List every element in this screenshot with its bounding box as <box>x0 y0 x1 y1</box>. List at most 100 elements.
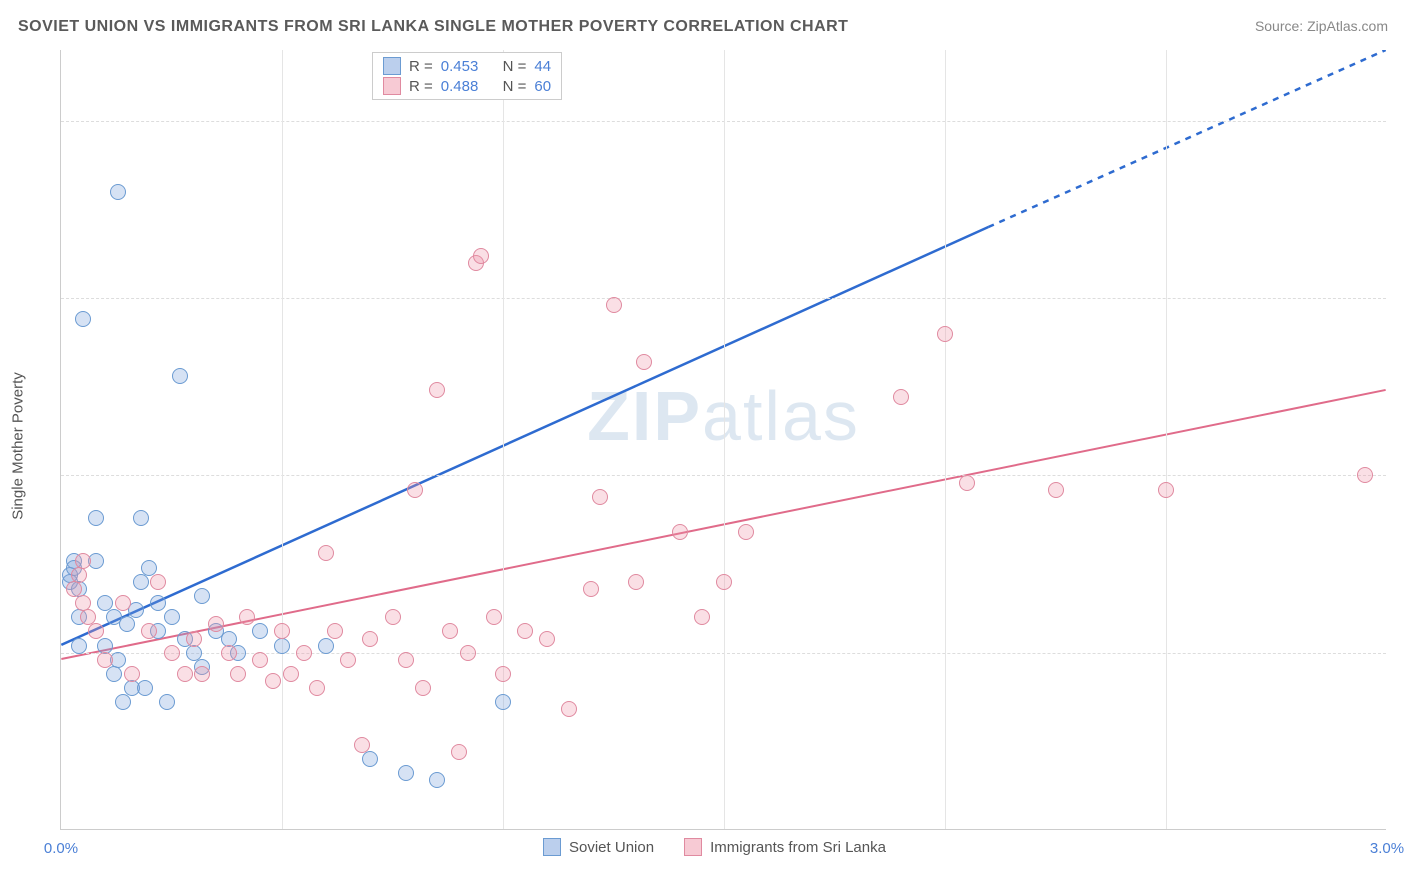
correlation-legend: R = 0.453 N = 44 R = 0.488 N = 60 <box>372 52 562 100</box>
data-point <box>150 595 166 611</box>
data-point <box>75 553 91 569</box>
data-point <box>252 652 268 668</box>
data-point <box>1158 482 1174 498</box>
grid-line-v <box>503 50 504 829</box>
watermark-light: atlas <box>702 377 860 455</box>
data-point <box>959 475 975 491</box>
data-point <box>362 751 378 767</box>
r-value: 0.453 <box>441 58 479 75</box>
n-value: 60 <box>534 78 551 95</box>
data-point <box>429 772 445 788</box>
x-tick-label: 3.0% <box>1370 840 1404 857</box>
data-point <box>194 666 210 682</box>
legend-label: Soviet Union <box>569 839 654 856</box>
grid-line-v <box>724 50 725 829</box>
legend-swatch <box>383 77 401 95</box>
x-tick-label: 0.0% <box>44 840 78 857</box>
data-point <box>265 673 281 689</box>
data-point <box>110 184 126 200</box>
data-point <box>398 765 414 781</box>
data-point <box>937 326 953 342</box>
data-point <box>177 666 193 682</box>
legend-swatch <box>543 838 561 856</box>
data-point <box>221 645 237 661</box>
data-point <box>296 645 312 661</box>
data-point <box>115 694 131 710</box>
data-point <box>150 574 166 590</box>
data-point <box>354 737 370 753</box>
data-point <box>486 609 502 625</box>
data-point <box>318 638 334 654</box>
data-point <box>442 623 458 639</box>
data-point <box>88 510 104 526</box>
legend-item: Immigrants from Sri Lanka <box>684 838 886 856</box>
n-label: N = <box>503 78 527 95</box>
n-label: N = <box>503 58 527 75</box>
data-point <box>738 524 754 540</box>
data-point <box>194 588 210 604</box>
plot-area: ZIPatlas 25.0%50.0%75.0%100.0%0.0%3.0% <box>60 50 1386 830</box>
data-point <box>133 574 149 590</box>
data-point <box>340 652 356 668</box>
watermark-bold: ZIP <box>587 377 702 455</box>
data-point <box>274 638 290 654</box>
data-point <box>385 609 401 625</box>
data-point <box>606 297 622 313</box>
data-point <box>239 609 255 625</box>
grid-line-v <box>945 50 946 829</box>
r-label: R = <box>409 78 433 95</box>
data-point <box>460 645 476 661</box>
data-point <box>694 609 710 625</box>
data-point <box>583 581 599 597</box>
data-point <box>71 638 87 654</box>
data-point <box>230 666 246 682</box>
data-point <box>517 623 533 639</box>
data-point <box>495 694 511 710</box>
data-point <box>636 354 652 370</box>
data-point <box>164 645 180 661</box>
legend-swatch <box>383 57 401 75</box>
data-point <box>309 680 325 696</box>
data-point <box>172 368 188 384</box>
y-tick-label: 50.0% <box>1396 467 1406 484</box>
grid-line-v <box>282 50 283 829</box>
data-point <box>1357 467 1373 483</box>
data-point <box>119 616 135 632</box>
chart-title: SOVIET UNION VS IMMIGRANTS FROM SRI LANK… <box>18 18 848 36</box>
data-point <box>362 631 378 647</box>
data-point <box>164 609 180 625</box>
y-tick-label: 25.0% <box>1396 644 1406 661</box>
data-point <box>133 510 149 526</box>
data-point <box>208 616 224 632</box>
data-point <box>75 311 91 327</box>
data-point <box>495 666 511 682</box>
y-tick-label: 100.0% <box>1396 112 1406 129</box>
data-point <box>115 595 131 611</box>
grid-line-v <box>1166 50 1167 829</box>
data-point <box>672 524 688 540</box>
data-point <box>415 680 431 696</box>
r-label: R = <box>409 58 433 75</box>
data-point <box>592 489 608 505</box>
data-point <box>141 623 157 639</box>
data-point <box>159 694 175 710</box>
data-point <box>473 248 489 264</box>
data-point <box>283 666 299 682</box>
data-point <box>137 680 153 696</box>
data-point <box>716 574 732 590</box>
data-point <box>561 701 577 717</box>
legend-label: Immigrants from Sri Lanka <box>710 839 886 856</box>
data-point <box>252 623 268 639</box>
n-value: 44 <box>534 58 551 75</box>
r-value: 0.488 <box>441 78 479 95</box>
data-point <box>327 623 343 639</box>
data-point <box>893 389 909 405</box>
series-legend: Soviet Union Immigrants from Sri Lanka <box>543 838 886 856</box>
data-point <box>1048 482 1064 498</box>
data-point <box>88 623 104 639</box>
data-point <box>71 567 87 583</box>
chart-header: SOVIET UNION VS IMMIGRANTS FROM SRI LANK… <box>18 18 1388 36</box>
data-point <box>628 574 644 590</box>
data-point <box>97 652 113 668</box>
legend-row: R = 0.453 N = 44 <box>383 57 551 75</box>
